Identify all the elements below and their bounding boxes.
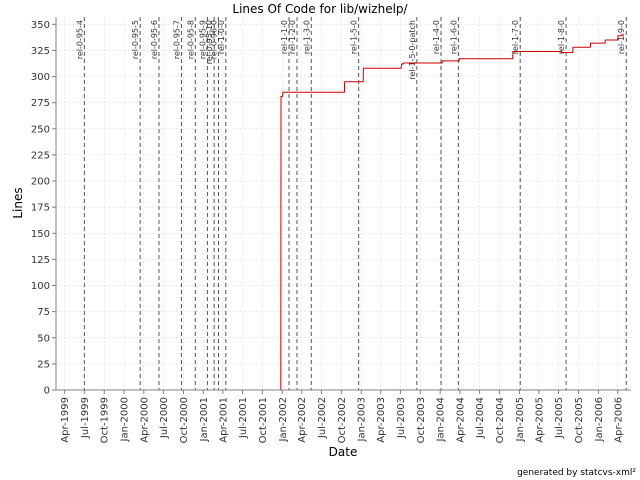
x-tick-label: Oct-1999 xyxy=(100,397,111,443)
x-tick-label: Jan-2001 xyxy=(199,397,210,442)
release-marker-label: rel-1-8-0 xyxy=(557,20,566,54)
release-marker-label: rel-1-9-0 xyxy=(617,20,626,54)
release-marker-label: rel-1-7-0 xyxy=(511,20,520,54)
x-tick-label: Apr-2005 xyxy=(534,397,545,443)
x-axis-title: Date xyxy=(329,445,358,459)
y-tick-label: 200 xyxy=(31,177,50,188)
x-tick-label: Oct-2002 xyxy=(337,397,348,443)
x-tick-label: Jul-2002 xyxy=(317,397,328,439)
y-tick-label: 175 xyxy=(31,203,50,214)
x-tick-label: Jul-2001 xyxy=(238,397,249,439)
x-tick-label: Jan-2002 xyxy=(278,397,289,442)
x-tick-label: Oct-2001 xyxy=(258,397,269,443)
y-axis-title: Lines xyxy=(11,187,25,218)
x-tick-label: Jul-2000 xyxy=(159,397,170,439)
x-tick-label: Apr-2003 xyxy=(376,397,387,443)
x-tick-label: Jan-2005 xyxy=(515,397,526,442)
release-marker-label: rel-1-1-0 xyxy=(280,20,289,54)
release-marker-label: rel-0-95-5 xyxy=(131,20,140,59)
release-marker-label: rel-1-6-0 xyxy=(449,20,458,54)
x-tick-label: Jul-1999 xyxy=(80,397,91,439)
release-marker-label: rel-1-4-0 xyxy=(432,20,441,54)
x-axis-ticks: Apr-1999 Jul-1999 Oct-1999 Jan-2000 Apr-2000… xyxy=(60,390,624,443)
x-tick-label: Jul-2004 xyxy=(475,397,486,439)
release-marker-label: rel-0-96-0 xyxy=(209,20,218,59)
release-markers: rel-0-95-4 rel-0-95-5 rel-0-95-6 rel-0-95-7… xyxy=(75,17,627,390)
y-tick-label: 150 xyxy=(31,229,50,240)
footer-note: generated by statcvs-xml² xyxy=(517,468,636,478)
y-tick-label: 75 xyxy=(37,307,50,318)
release-marker-label: rel-1-3-0 xyxy=(302,20,311,54)
x-tick-label: Apr-2002 xyxy=(297,397,308,443)
chart-title: Lines Of Code for lib/wizhelp/ xyxy=(232,2,408,16)
x-tick-label: Apr-2006 xyxy=(613,397,624,443)
x-tick-label: Oct-2000 xyxy=(179,397,190,443)
y-tick-label: 300 xyxy=(31,72,50,83)
series-layer xyxy=(57,33,624,391)
release-marker-label: rel-1-0-0 xyxy=(217,20,226,54)
release-marker-label: rel-0-95-6 xyxy=(150,20,159,59)
x-tick-label: Apr-1999 xyxy=(60,397,71,443)
x-tick-label: Oct-2003 xyxy=(416,397,427,443)
release-marker-label: rel-0-95-8 xyxy=(186,20,195,59)
x-tick-label: Jan-2003 xyxy=(357,397,368,442)
y-tick-label: 100 xyxy=(31,281,50,292)
y-tick-label: 125 xyxy=(31,255,50,266)
x-tick-label: Jan-2006 xyxy=(594,397,605,442)
x-tick-label: Oct-2005 xyxy=(574,397,585,443)
release-marker-label: rel-1-2-0 xyxy=(288,20,297,54)
x-tick-label: Apr-2000 xyxy=(139,397,150,443)
x-tick-label: Jul-2005 xyxy=(554,397,565,439)
y-tick-label: 225 xyxy=(31,150,50,161)
x-tick-label: Jan-2000 xyxy=(120,397,131,442)
y-tick-label: 325 xyxy=(31,46,50,57)
release-marker-label: rel-0-95-4 xyxy=(75,20,84,59)
release-marker-label: rel-0-95-10 xyxy=(205,20,214,64)
x-tick-label: Apr-2001 xyxy=(218,397,229,443)
x-tick-label: Apr-2004 xyxy=(455,397,466,443)
y-tick-label: 250 xyxy=(31,124,50,135)
y-tick-label: 350 xyxy=(31,20,50,31)
release-marker-label: rel-1-5-0-patch xyxy=(408,20,417,80)
release-marker-label: rel-0-95-9 xyxy=(198,20,207,59)
series-line xyxy=(57,33,624,391)
release-marker-label: rel-1-5-0 xyxy=(350,20,359,54)
x-tick-label: Jul-2003 xyxy=(396,397,407,439)
y-tick-label: 275 xyxy=(31,98,50,109)
y-tick-label: 50 xyxy=(37,333,50,344)
release-marker-label: rel-0-95-7 xyxy=(172,20,181,59)
y-tick-label: 0 xyxy=(44,386,50,397)
y-tick-label: 25 xyxy=(37,359,50,370)
y-axis-ticks: 0 25 50 75 100 125 150 175 200 225 250 275 300 325 350 xyxy=(31,20,56,397)
plot-area xyxy=(56,17,631,390)
x-tick-label: Oct-2004 xyxy=(495,397,506,443)
x-tick-label: Jan-2004 xyxy=(436,397,447,442)
